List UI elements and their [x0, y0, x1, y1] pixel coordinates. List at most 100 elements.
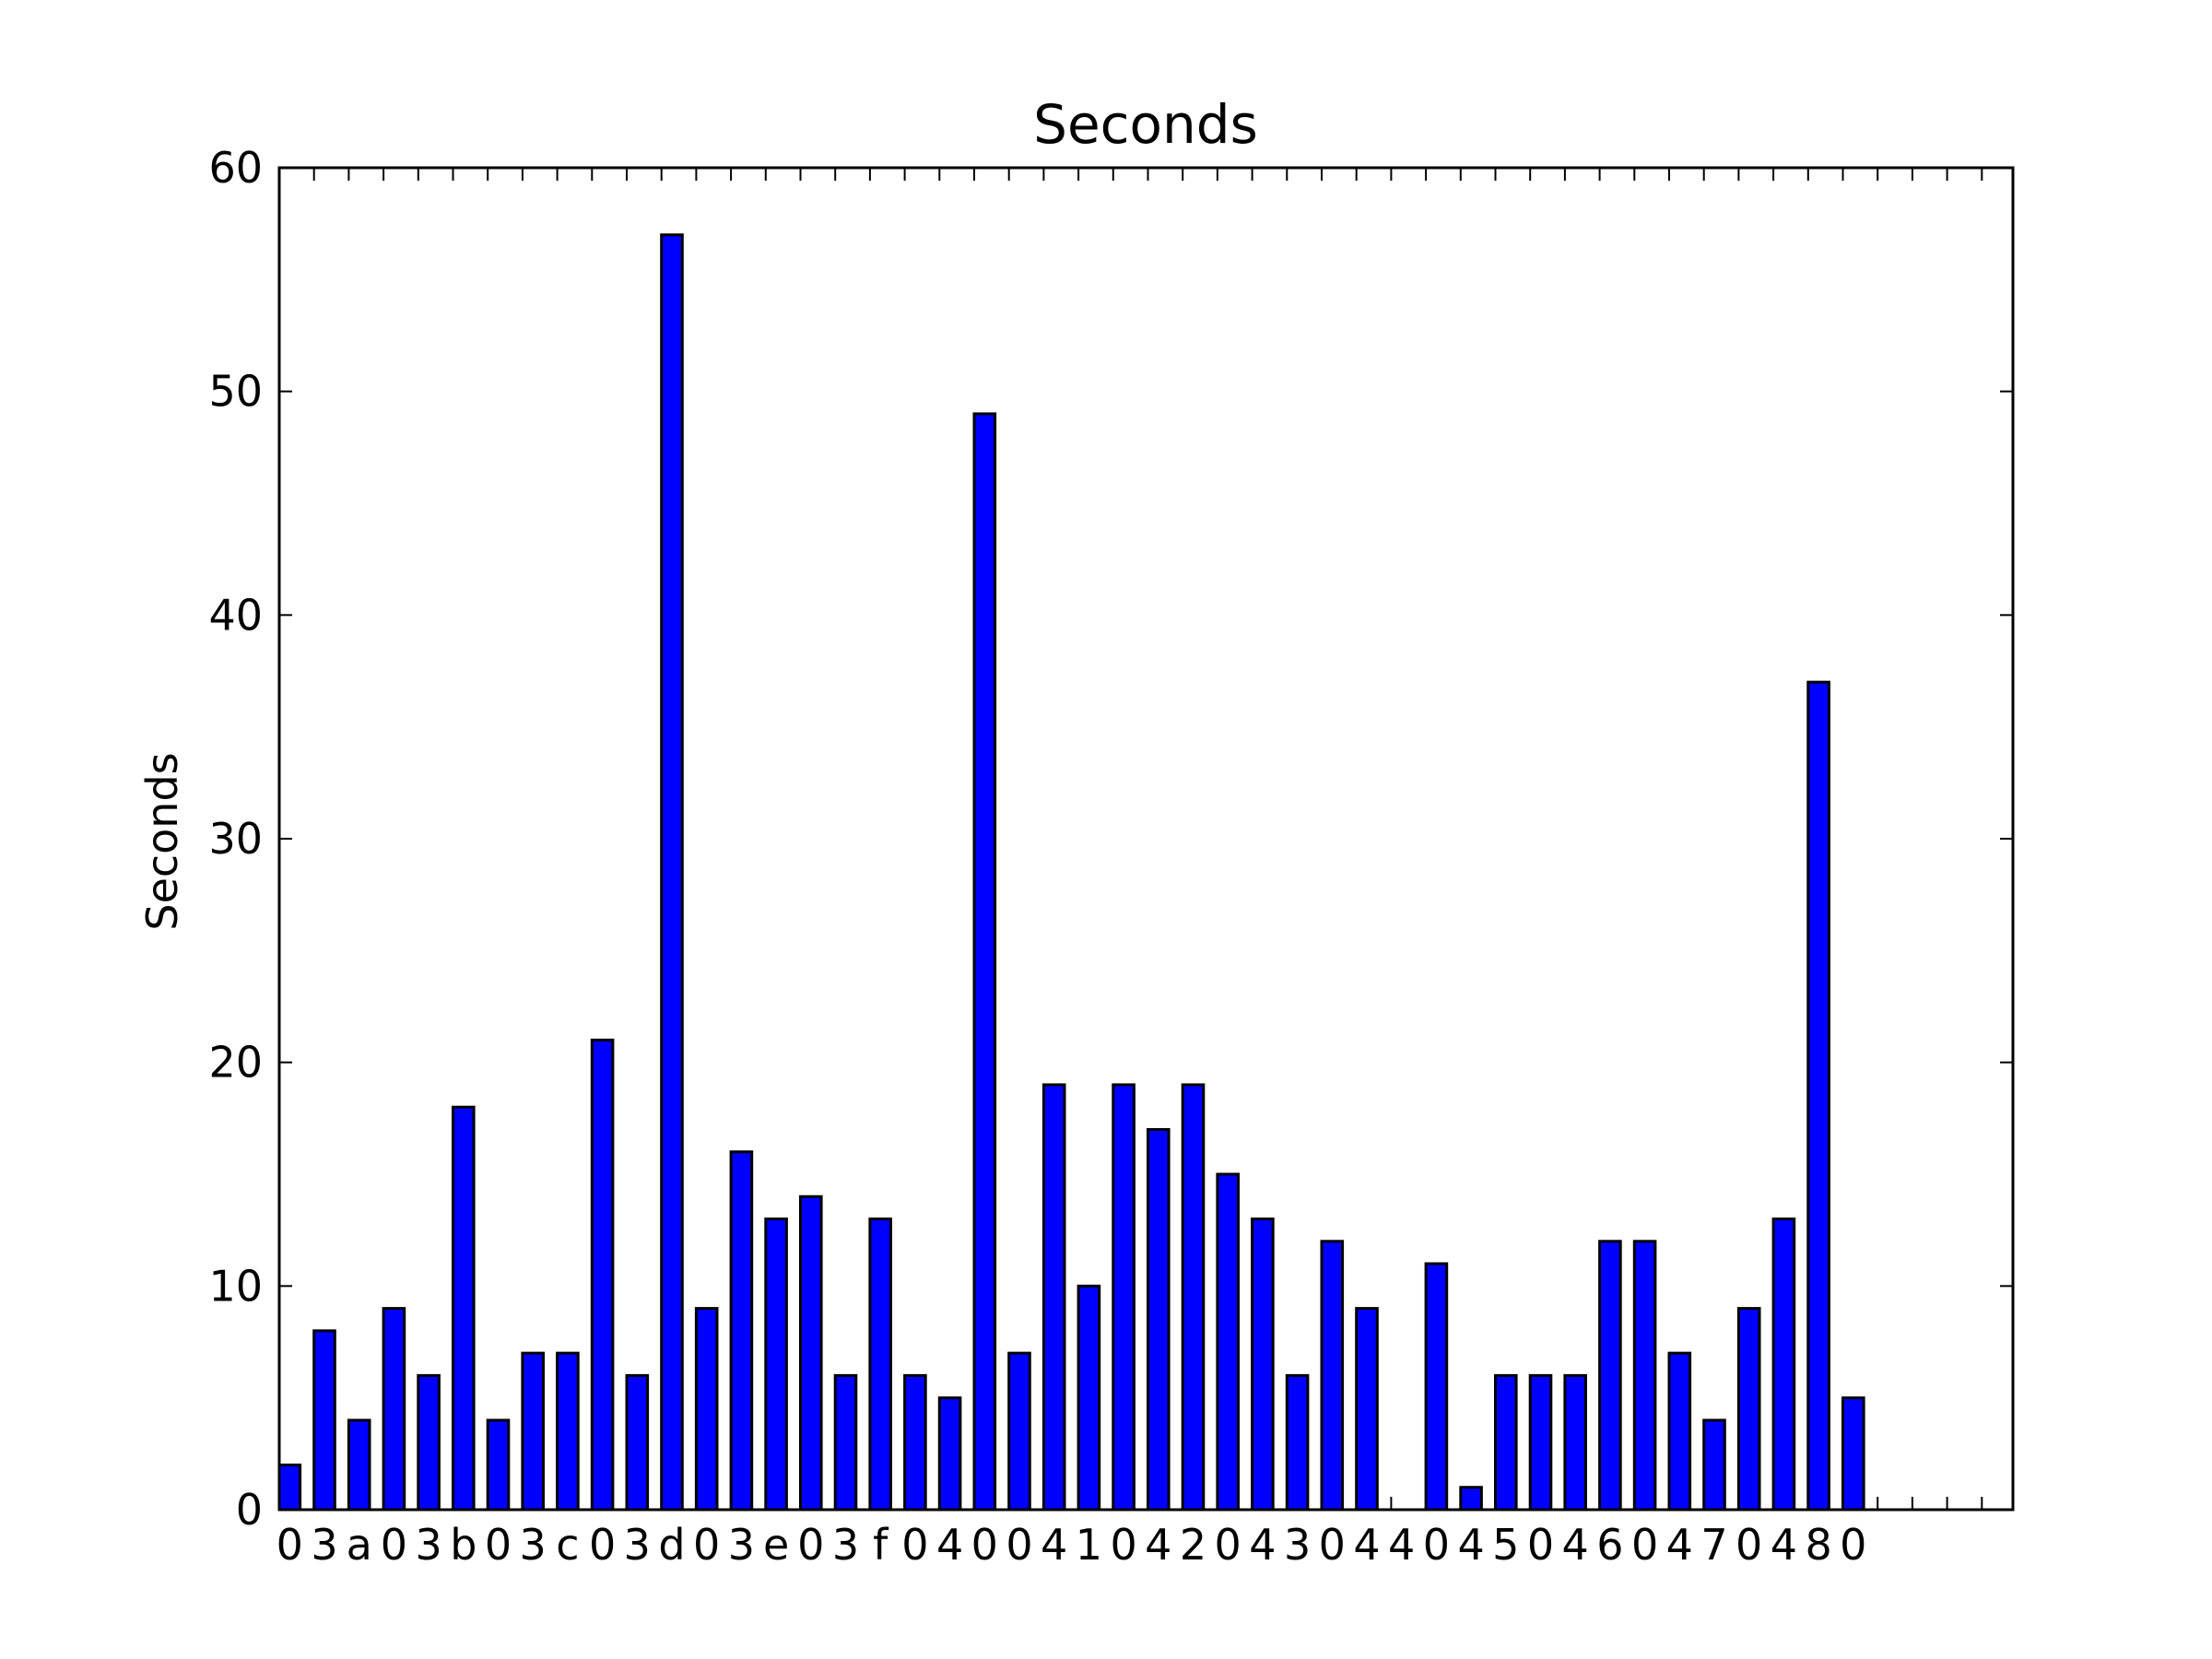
- x-tick-label-33: 0: [1423, 1520, 1450, 1570]
- bar-36: [1528, 1373, 1553, 1512]
- y-tick-label-2: 20: [208, 1038, 263, 1088]
- bar-7: [521, 1351, 546, 1512]
- plot-frame: [277, 166, 2015, 1512]
- bar-1: [312, 1329, 336, 1512]
- x-tick-label-39: 0: [1631, 1520, 1658, 1570]
- bar-45: [1841, 1396, 1865, 1512]
- y-tick-label-3: 30: [208, 814, 263, 864]
- chart-title: Seconds: [1033, 93, 1258, 156]
- x-tick-label-9: 0: [589, 1520, 616, 1570]
- x-tick-label-40: 4: [1666, 1520, 1693, 1570]
- bar-9: [590, 1038, 615, 1512]
- x-tick-label-0: 0: [276, 1520, 303, 1570]
- x-tick-label-22: 4: [1041, 1520, 1067, 1570]
- x-tick-label-37: 4: [1562, 1520, 1589, 1570]
- x-tick-label-20: 0: [971, 1520, 998, 1570]
- x-tick-label-36: 0: [1527, 1520, 1554, 1570]
- y-tick-label-1: 10: [208, 1261, 263, 1311]
- y-tick-label-4: 40: [208, 590, 263, 640]
- y-tick-label-0: 0: [236, 1485, 263, 1535]
- bar-43: [1771, 1218, 1796, 1512]
- ticks-group: [278, 167, 2013, 1511]
- x-tick-label-38: 6: [1596, 1520, 1623, 1570]
- x-tick-label-29: 3: [1284, 1520, 1311, 1570]
- x-tick-label-30: 0: [1319, 1520, 1346, 1570]
- bar-35: [1494, 1373, 1518, 1512]
- bar-28: [1251, 1218, 1275, 1512]
- x-tick-label-43: 4: [1771, 1520, 1797, 1570]
- x-tick-label-7: 3: [520, 1520, 547, 1570]
- bar-17: [868, 1218, 893, 1512]
- bar-22: [1041, 1083, 1066, 1512]
- bar-25: [1147, 1127, 1171, 1512]
- bar-0: [277, 1463, 302, 1512]
- x-tick-label-23: 1: [1076, 1520, 1102, 1570]
- x-tick-label-18: 0: [901, 1520, 928, 1570]
- x-tick-label-25: 4: [1145, 1520, 1171, 1570]
- bar-15: [799, 1194, 823, 1512]
- x-tick-label-28: 4: [1249, 1520, 1276, 1570]
- bar-20: [972, 412, 997, 1512]
- bar-10: [625, 1373, 650, 1512]
- bar-16: [833, 1373, 858, 1512]
- x-tick-label-26: 2: [1180, 1520, 1206, 1570]
- bar-12: [694, 1307, 719, 1512]
- bar-44: [1806, 680, 1830, 1512]
- bar-24: [1112, 1083, 1135, 1512]
- y-axis-label: Seconds: [137, 752, 187, 930]
- x-tick-label-41: 7: [1700, 1520, 1727, 1570]
- x-tick-label-15: 0: [797, 1520, 824, 1570]
- bar-42: [1736, 1307, 1761, 1512]
- bar-2: [347, 1418, 371, 1512]
- x-tick-label-34: 4: [1457, 1520, 1484, 1570]
- bar-33: [1424, 1262, 1449, 1512]
- bar-30: [1320, 1240, 1345, 1512]
- x-tick-label-44: 8: [1805, 1520, 1831, 1570]
- bar-19: [937, 1396, 962, 1512]
- bar-8: [556, 1351, 580, 1512]
- x-tick-label-17: f: [873, 1520, 889, 1570]
- bar-26: [1181, 1083, 1206, 1512]
- bar-40: [1667, 1351, 1692, 1512]
- x-tick-label-12: 0: [693, 1520, 720, 1570]
- bar-38: [1598, 1240, 1622, 1512]
- bar-4: [417, 1373, 441, 1512]
- bar-14: [764, 1218, 788, 1512]
- x-tick-label-32: 4: [1388, 1520, 1415, 1570]
- bar-34: [1459, 1486, 1483, 1512]
- y-tick-label-5: 50: [208, 367, 263, 417]
- x-tick-label-3: 0: [381, 1520, 407, 1570]
- x-tick-label-27: 0: [1215, 1520, 1241, 1570]
- bar-27: [1216, 1172, 1241, 1512]
- x-tick-label-1: 3: [311, 1520, 337, 1570]
- x-tick-label-4: 3: [415, 1520, 441, 1570]
- x-tick-label-42: 0: [1735, 1520, 1762, 1570]
- bars-group: [277, 233, 1865, 1512]
- bar-5: [452, 1105, 476, 1512]
- x-tick-label-24: 0: [1110, 1520, 1136, 1570]
- bar-29: [1285, 1373, 1310, 1512]
- x-tick-label-21: 0: [1006, 1520, 1032, 1570]
- bar-37: [1563, 1373, 1588, 1512]
- x-tick-label-13: 3: [728, 1520, 755, 1570]
- bar-6: [486, 1418, 511, 1512]
- bar-23: [1077, 1284, 1101, 1512]
- x-tick-label-8: c: [556, 1520, 579, 1570]
- x-tick-label-5: b: [450, 1520, 477, 1570]
- x-tick-label-11: d: [658, 1520, 685, 1570]
- bar-39: [1632, 1240, 1657, 1512]
- bar-13: [729, 1150, 754, 1512]
- y-tick-label-6: 60: [208, 143, 263, 193]
- y-tick-labels: 0 10 20 30 40 50 60: [208, 143, 263, 1535]
- bar-21: [1007, 1351, 1031, 1512]
- bar-3: [382, 1307, 406, 1512]
- x-tick-label-6: 0: [485, 1520, 512, 1570]
- x-tick-label-16: 3: [832, 1520, 859, 1570]
- bar-31: [1355, 1307, 1379, 1512]
- bar-41: [1702, 1418, 1726, 1512]
- x-tick-label-14: e: [763, 1520, 789, 1570]
- bar-18: [903, 1373, 927, 1512]
- x-tick-label-31: 4: [1353, 1520, 1380, 1570]
